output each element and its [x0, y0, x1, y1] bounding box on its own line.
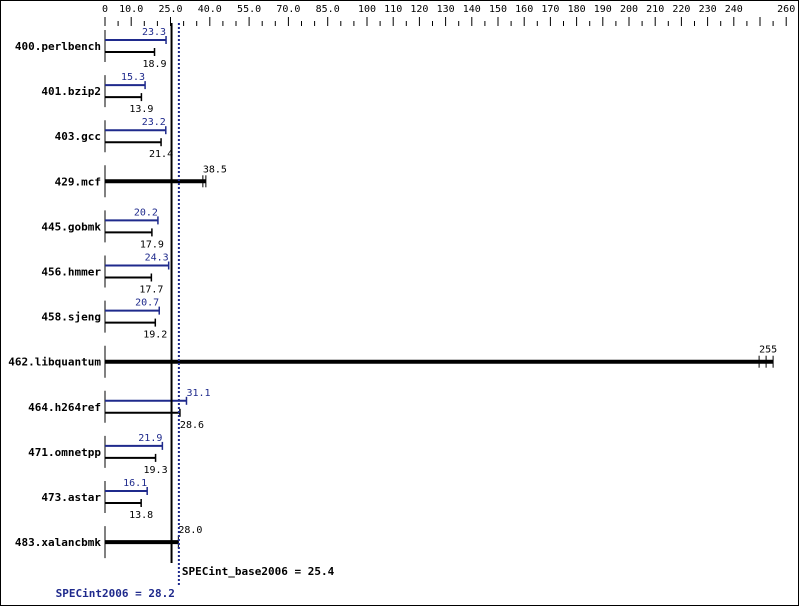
axis-tick-label: 110 — [384, 4, 402, 15]
base-value-label: 13.9 — [129, 104, 153, 115]
peak-value-label: 23.3 — [142, 27, 166, 38]
base-value-label: 38.5 — [203, 164, 227, 175]
peak-value-label: 20.2 — [134, 207, 158, 218]
base-value-label: 19.2 — [143, 330, 167, 341]
axis-tick-label: 180 — [568, 4, 586, 15]
benchmark-label: 462.libquantum — [8, 356, 101, 369]
base-value-label: 13.8 — [129, 510, 153, 521]
axis-tick-label: 230 — [699, 4, 717, 15]
axis-tick-label: 220 — [672, 4, 690, 15]
base-value-label: 17.7 — [139, 285, 163, 296]
base-value-label: 21.4 — [149, 149, 173, 160]
axis-tick-label: 140 — [463, 4, 481, 15]
peak-value-label: 24.3 — [145, 253, 169, 264]
axis-tick-label: 40.0 — [198, 4, 222, 15]
axis-tick-label: 120 — [410, 4, 428, 15]
benchmark-label: 429.mcf — [55, 175, 101, 188]
axis-tick-label: 0 — [102, 4, 108, 15]
base-value-label: 255 — [759, 345, 777, 356]
benchmark-label: 401.bzip2 — [41, 85, 101, 98]
base-value-label: 28.0 — [178, 525, 202, 536]
peak-value-label: 20.7 — [135, 298, 159, 309]
benchmark-label: 464.h264ref — [28, 401, 101, 414]
axis-tick-label: 200 — [620, 4, 638, 15]
benchmark-label: 458.sjeng — [41, 311, 101, 324]
axis-tick-label: 210 — [646, 4, 664, 15]
base-value-label: 19.3 — [144, 465, 168, 476]
axis-tick-label: 130 — [437, 4, 455, 15]
benchmark-label: 456.hmmer — [41, 266, 101, 279]
benchmark-label: 403.gcc — [55, 130, 101, 143]
peak-value-label: 15.3 — [121, 72, 145, 83]
axis-tick-label: 55.0 — [237, 4, 261, 15]
peak-value-label: 21.9 — [138, 433, 162, 444]
axis-tick-label: 100 — [358, 4, 376, 15]
axis-tick-label: 10.0 — [119, 4, 143, 15]
base-value-label: 28.6 — [180, 420, 204, 431]
axis-tick-label: 260 — [777, 4, 795, 15]
axis-tick-label: 70.0 — [276, 4, 300, 15]
base-summary-label: SPECint_base2006 = 25.4 — [182, 565, 335, 578]
peak-summary-label: SPECint2006 = 28.2 — [56, 587, 175, 600]
base-value-label: 18.9 — [142, 59, 166, 70]
benchmark-label: 400.perlbench — [15, 40, 101, 53]
axis-tick-label: 170 — [541, 4, 559, 15]
benchmark-label: 445.gobmk — [41, 220, 101, 233]
peak-value-label: 31.1 — [186, 388, 210, 399]
axis-tick-label: 25.0 — [158, 4, 182, 15]
benchmark-label: 483.xalancbmk — [15, 536, 101, 549]
axis-tick-label: 85.0 — [316, 4, 340, 15]
peak-value-label: 16.1 — [123, 478, 147, 489]
axis-tick-label: 190 — [594, 4, 612, 15]
benchmark-label: 473.astar — [41, 491, 101, 504]
axis-tick-label: 160 — [515, 4, 533, 15]
axis-tick-label: 240 — [725, 4, 743, 15]
axis-tick-label: 150 — [489, 4, 507, 15]
base-value-label: 17.9 — [140, 239, 164, 250]
benchmark-label: 471.omnetpp — [28, 446, 101, 459]
peak-value-label: 23.2 — [142, 117, 166, 128]
